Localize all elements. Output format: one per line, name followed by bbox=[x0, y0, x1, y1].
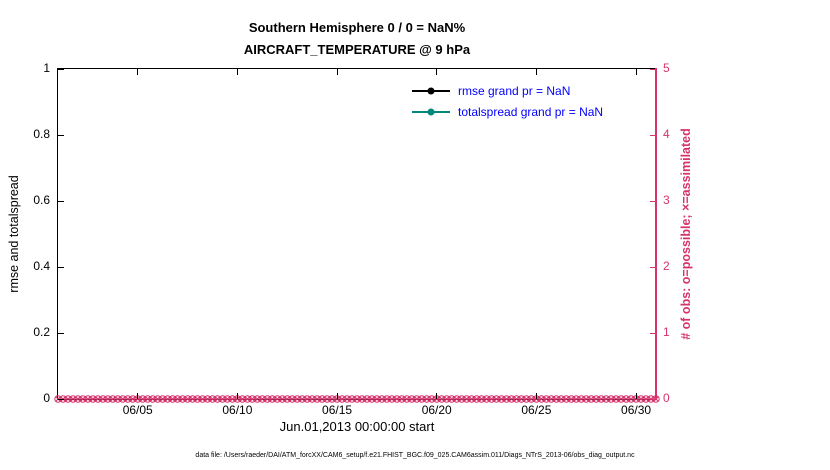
y-right-tick-mark bbox=[650, 134, 656, 136]
chart-subtitle: AIRCRAFT_TEMPERATURE @ 9 hPa bbox=[243, 42, 471, 57]
y-left-tick-label: 0.4 bbox=[33, 259, 50, 273]
y-right-tick-label: 5 bbox=[663, 61, 670, 75]
y-left-tick-label: 0.2 bbox=[33, 325, 50, 339]
legend-entry-rmse: rmse grand pr = NaN bbox=[412, 80, 603, 101]
chart-title: Southern Hemisphere 0 / 0 = NaN% bbox=[248, 20, 466, 35]
obs-count-markers bbox=[54, 395, 660, 403]
x-tick-mark-top bbox=[236, 69, 238, 75]
y-left-tick-label: 0.8 bbox=[33, 127, 50, 141]
y-left-tick-mark bbox=[58, 332, 64, 334]
legend-label-totalspread: totalspread grand pr = NaN bbox=[458, 104, 604, 119]
y-left-tick-mark bbox=[58, 134, 64, 136]
x-tick-mark bbox=[535, 393, 537, 399]
x-tick-mark bbox=[436, 393, 438, 399]
rmse-line-icon bbox=[412, 87, 450, 94]
y-right-tick-label: 1 bbox=[663, 325, 670, 339]
x-tick-mark bbox=[236, 393, 238, 399]
x-axis-label: Jun.01,2013 00:00:00 start bbox=[279, 419, 435, 434]
y-left-tick-label: 1 bbox=[43, 61, 50, 75]
totalspread-marker-dot-icon bbox=[427, 108, 435, 115]
x-tick-label: 06/05 bbox=[122, 403, 153, 417]
right-axis-label: # of obs: o=possible; ×=assimilated bbox=[679, 128, 693, 340]
y-left-tick-label: 0 bbox=[43, 391, 50, 405]
x-tick-mark-top bbox=[535, 69, 537, 75]
x-tick-mark bbox=[635, 393, 637, 399]
x-tick-mark-top bbox=[336, 69, 338, 75]
y-left-tick-label: 0.6 bbox=[33, 193, 50, 207]
y-left-tick-mark bbox=[58, 68, 64, 70]
x-tick-label: 06/25 bbox=[521, 403, 552, 417]
x-tick-mark-top bbox=[137, 69, 139, 75]
y-left-tick-mark bbox=[58, 200, 64, 202]
y-right-tick-mark bbox=[650, 266, 656, 268]
y-right-tick-label: 2 bbox=[663, 259, 670, 273]
legend-entry-totalspread: totalspread grand pr = NaN bbox=[412, 101, 603, 122]
x-tick-mark bbox=[336, 393, 338, 399]
x-tick-label: 06/30 bbox=[621, 403, 652, 417]
y-left-tick-mark bbox=[58, 266, 64, 268]
x-tick-label: 06/15 bbox=[322, 403, 353, 417]
y-right-tick-label: 3 bbox=[663, 193, 670, 207]
y-right-tick-mark bbox=[650, 200, 656, 202]
y-left-tick-mark bbox=[58, 398, 64, 400]
x-tick-mark-top bbox=[436, 69, 438, 75]
x-tick-mark-top bbox=[635, 69, 637, 75]
y-right-tick-mark bbox=[650, 332, 656, 334]
totalspread-line-icon bbox=[412, 108, 450, 115]
y-right-tick-mark bbox=[650, 68, 656, 70]
x-tick-mark bbox=[137, 393, 139, 399]
y-right-tick-label: 0 bbox=[663, 391, 670, 405]
legend-label-rmse: rmse grand pr = NaN bbox=[458, 83, 571, 98]
rmse-marker-dot-icon bbox=[427, 87, 435, 94]
y-right-tick-label: 4 bbox=[663, 127, 670, 141]
right-axis-spine bbox=[655, 68, 657, 400]
legend: rmse grand pr = NaN totalspread grand pr… bbox=[412, 80, 603, 122]
x-tick-label: 06/20 bbox=[421, 403, 452, 417]
plot-area bbox=[54, 68, 660, 403]
x-tick-label: 06/10 bbox=[222, 403, 253, 417]
y-right-tick-mark bbox=[650, 398, 656, 400]
data-file-caption: data file: /Users/raeder/DAI/ATM_forcXX/… bbox=[195, 452, 635, 459]
